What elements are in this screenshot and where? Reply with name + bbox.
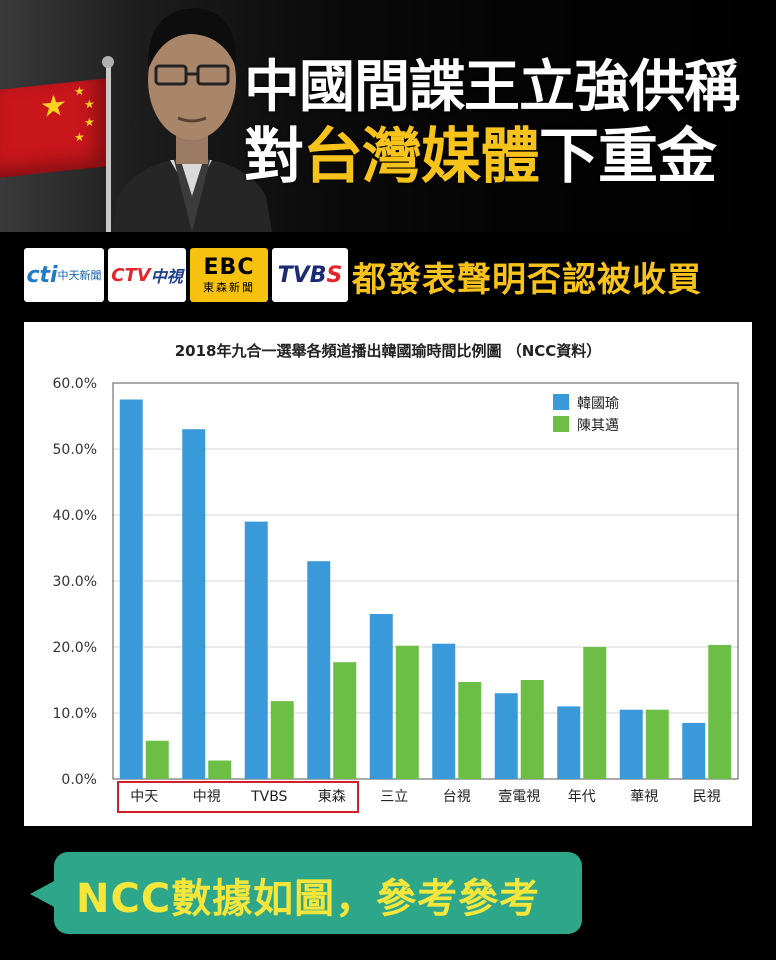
x-axis: 中天 中視 TVBS 東森 三立 台視 壹電視 年代 華視 民視 xyxy=(130,789,721,805)
subtitle: 都發表聲明否認被收買 xyxy=(352,260,702,300)
bar-series2 xyxy=(583,647,607,779)
x-tick-label: TVBS xyxy=(250,789,287,805)
ebc-logo-mark: EBC xyxy=(203,255,255,280)
bar-series1 xyxy=(619,709,643,779)
bar-series2 xyxy=(645,709,669,779)
chart-card: 2018年九合一選舉各頻道播出韓國瑜時間比例圖 （NCC資料） 0.0% 10.0… xyxy=(24,322,752,826)
bubble-tail xyxy=(30,880,56,908)
y-tick-label: 60.0% xyxy=(53,376,97,392)
y-tick-label: 30.0% xyxy=(53,574,97,590)
x-tick-label: 中天 xyxy=(130,789,158,805)
ctv-logo: CTV 中視 xyxy=(108,248,186,302)
flag-pole-cap xyxy=(102,56,114,68)
bar-series1 xyxy=(494,693,518,779)
legend-label: 陳其邁 xyxy=(577,418,619,434)
legend-swatch xyxy=(553,394,569,410)
bar-series2 xyxy=(395,645,419,779)
legend-swatch xyxy=(553,416,569,432)
bar-series2 xyxy=(520,680,544,779)
chart-bars xyxy=(119,399,732,779)
flag-pole xyxy=(106,58,111,232)
bar-series1 xyxy=(182,429,206,779)
x-tick-label: 年代 xyxy=(568,789,596,805)
y-tick-label: 20.0% xyxy=(53,640,97,656)
bar-series2 xyxy=(270,701,294,779)
y-tick-label: 0.0% xyxy=(61,772,97,788)
bar-series1 xyxy=(369,614,393,779)
ebc-logo-label: 東森新聞 xyxy=(203,281,255,294)
chart-grid xyxy=(112,382,739,780)
china-flag-image: ★ ★ ★ ★ ★ xyxy=(0,78,106,178)
y-axis: 0.0% 10.0% 20.0% 30.0% 40.0% 50.0% 60.0% xyxy=(53,376,97,788)
x-tick-label: 壹電視 xyxy=(498,789,540,805)
bar-series1 xyxy=(119,399,143,779)
tvbs-logo-mark-a: TVB xyxy=(277,262,327,288)
x-tick-label: 中視 xyxy=(193,789,221,805)
headline-part-3: 下重金 xyxy=(539,122,717,192)
y-tick-label: 50.0% xyxy=(53,442,97,458)
chart-title: 2018年九合一選舉各頻道播出韓國瑜時間比例圖 （NCC資料） xyxy=(175,342,602,360)
bar-series1 xyxy=(244,521,268,779)
headline-line1: 中國間諜王立強供稱 xyxy=(244,55,740,120)
x-tick-label: 三立 xyxy=(380,789,408,805)
headline-part-1: 對 xyxy=(244,122,304,192)
tvbs-logo: TVB S xyxy=(272,248,348,302)
highlight-box xyxy=(117,781,359,813)
bar-series2 xyxy=(333,662,357,779)
header-photo: ★ ★ ★ ★ ★ xyxy=(0,0,776,232)
ctv-logo-mark: CTV xyxy=(111,264,151,286)
x-tick-label: 東森 xyxy=(318,789,346,805)
x-tick-label: 民視 xyxy=(693,789,721,805)
tv-logos-row: cti 中天新聞 CTV 中視 EBC 東森新聞 TVB S xyxy=(24,248,348,302)
bar-series2 xyxy=(708,645,732,779)
legend-label: 韓國瑜 xyxy=(577,396,619,412)
bar-series2 xyxy=(208,760,232,779)
bar-series1 xyxy=(432,643,456,779)
x-tick-label: 華視 xyxy=(630,789,658,805)
speech-bubble xyxy=(54,852,582,934)
ebc-logo: EBC 東森新聞 xyxy=(190,248,268,302)
bar-series1 xyxy=(557,706,581,779)
bar-series1 xyxy=(682,722,706,779)
plot-frame xyxy=(112,382,739,780)
bubble-text: NCC數據如圖，參考參考 xyxy=(76,876,541,922)
cti-logo: cti 中天新聞 xyxy=(24,248,104,302)
tvbs-logo-mark-b: S xyxy=(326,262,343,288)
ctv-logo-label: 中視 xyxy=(150,267,183,286)
cti-logo-mark: cti xyxy=(26,262,58,288)
bar-series1 xyxy=(307,561,331,779)
bar-series2 xyxy=(145,740,169,779)
bar-chart: 2018年九合一選舉各頻道播出韓國瑜時間比例圖 （NCC資料） 0.0% 10.0… xyxy=(53,342,739,813)
bar-series2 xyxy=(458,681,482,779)
person-photo xyxy=(112,8,272,232)
y-tick-label: 40.0% xyxy=(53,508,97,524)
headline-part-highlight: 台灣媒體 xyxy=(303,122,540,192)
cti-logo-label: 中天新聞 xyxy=(57,269,102,282)
y-tick-label: 10.0% xyxy=(53,706,97,722)
x-tick-label: 台視 xyxy=(443,789,471,805)
headline-line2: 對台灣媒體下重金 xyxy=(244,108,717,195)
